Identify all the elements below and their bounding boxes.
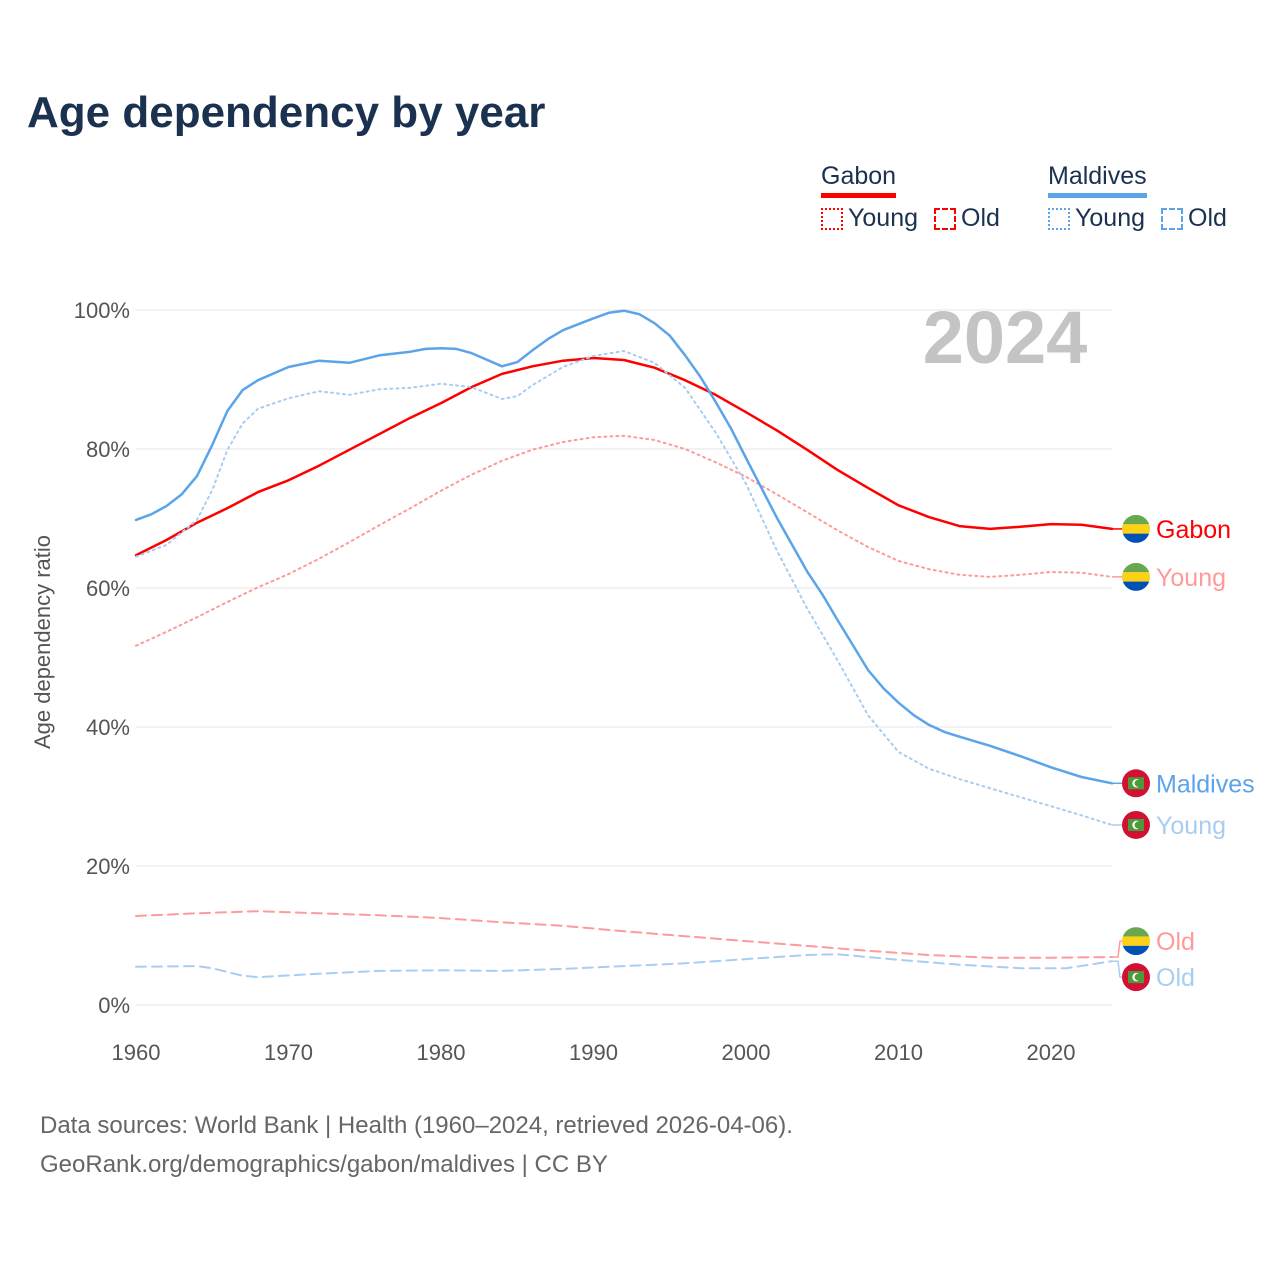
flag-stripe xyxy=(1122,936,1150,946)
flag-stripe xyxy=(1122,945,1150,956)
series-line-maldives xyxy=(134,309,1114,785)
source-note: Data sources: World Bank | Health (1960–… xyxy=(40,1106,793,1184)
maldives-flag-icon xyxy=(1122,963,1150,992)
series-line-gabon-young xyxy=(135,434,1113,647)
legend-maldives-young[interactable]: Young xyxy=(1048,204,1145,233)
y-tick-label: 80% xyxy=(86,437,130,462)
end-label: Old xyxy=(1156,964,1195,992)
end-label: Gabon xyxy=(1156,516,1231,544)
y-tick-label: 100% xyxy=(74,298,130,323)
legend-label: Young xyxy=(1075,204,1145,232)
y-tick-label: 0% xyxy=(98,993,130,1018)
dotted-swatch-icon xyxy=(821,207,843,230)
legend-gabon-young[interactable]: Young xyxy=(821,204,918,233)
x-tick-label: 2020 xyxy=(1027,1040,1076,1065)
x-tick-label: 1980 xyxy=(417,1040,466,1065)
gabon-flag-icon xyxy=(1122,514,1150,543)
flag-stripe xyxy=(1122,572,1150,582)
flag-stripe xyxy=(1122,514,1150,525)
source-link[interactable]: GeoRank.org/demographics/gabon/maldives … xyxy=(40,1151,608,1178)
x-tick-label: 2000 xyxy=(722,1040,771,1065)
flag-stripe xyxy=(1122,533,1150,543)
source-line: Data sources: World Bank | Health (1960–… xyxy=(40,1112,793,1139)
series-line-gabon-old xyxy=(135,910,1113,959)
series-line-gabon xyxy=(134,356,1114,557)
gabon-flag-icon xyxy=(1122,562,1150,591)
dashed-swatch-icon xyxy=(934,207,956,230)
crescent-cut xyxy=(1134,973,1142,981)
flag-stripe xyxy=(1122,524,1150,534)
y-axis-label: Age dependency ratio xyxy=(30,535,55,749)
legend-maldives[interactable]: Maldives Young Old xyxy=(1048,162,1227,233)
y-tick-label: 60% xyxy=(86,576,130,601)
legend-maldives-title[interactable]: Maldives xyxy=(1048,162,1147,198)
label-connector xyxy=(1112,940,1122,958)
legend-gabon-title[interactable]: Gabon xyxy=(821,162,897,198)
flag-stripe xyxy=(1122,562,1150,573)
end-label: Old xyxy=(1156,928,1195,956)
x-tick-label: 1970 xyxy=(264,1040,313,1065)
flag-stripe xyxy=(1122,927,1150,937)
gabon-flag-icon xyxy=(1122,927,1150,956)
maldives-flag-icon xyxy=(1122,810,1150,839)
x-tick-label: 1960 xyxy=(112,1040,161,1065)
crescent-cut xyxy=(1134,821,1142,829)
legend-label: Old xyxy=(1188,204,1227,232)
legend-label: Old xyxy=(961,204,1000,232)
legend-maldives-old[interactable]: Old xyxy=(1161,204,1227,233)
label-connector xyxy=(1112,960,1122,978)
y-tick-label: 20% xyxy=(86,854,130,879)
crescent-cut xyxy=(1134,779,1142,787)
series-line-maldives-young xyxy=(135,350,1113,826)
end-label: Young xyxy=(1156,564,1226,592)
legend-gabon[interactable]: Gabon Young Old xyxy=(821,162,1000,233)
x-tick-label: 1990 xyxy=(569,1040,618,1065)
flag-stripe xyxy=(1122,581,1150,591)
y-tick-label: 40% xyxy=(86,715,130,740)
legend-label: Young xyxy=(848,204,918,232)
series-line-maldives-old xyxy=(135,953,1113,979)
end-label: Maldives xyxy=(1156,770,1255,798)
legend-gabon-old[interactable]: Old xyxy=(934,204,1000,233)
chart-title: Age dependency by year xyxy=(27,88,546,137)
end-label: Young xyxy=(1156,812,1226,840)
maldives-flag-icon xyxy=(1122,769,1150,798)
year-watermark: 2024 xyxy=(923,296,1088,379)
dashed-swatch-icon xyxy=(1161,207,1183,230)
dotted-swatch-icon xyxy=(1048,207,1070,230)
x-tick-label: 2010 xyxy=(874,1040,923,1065)
